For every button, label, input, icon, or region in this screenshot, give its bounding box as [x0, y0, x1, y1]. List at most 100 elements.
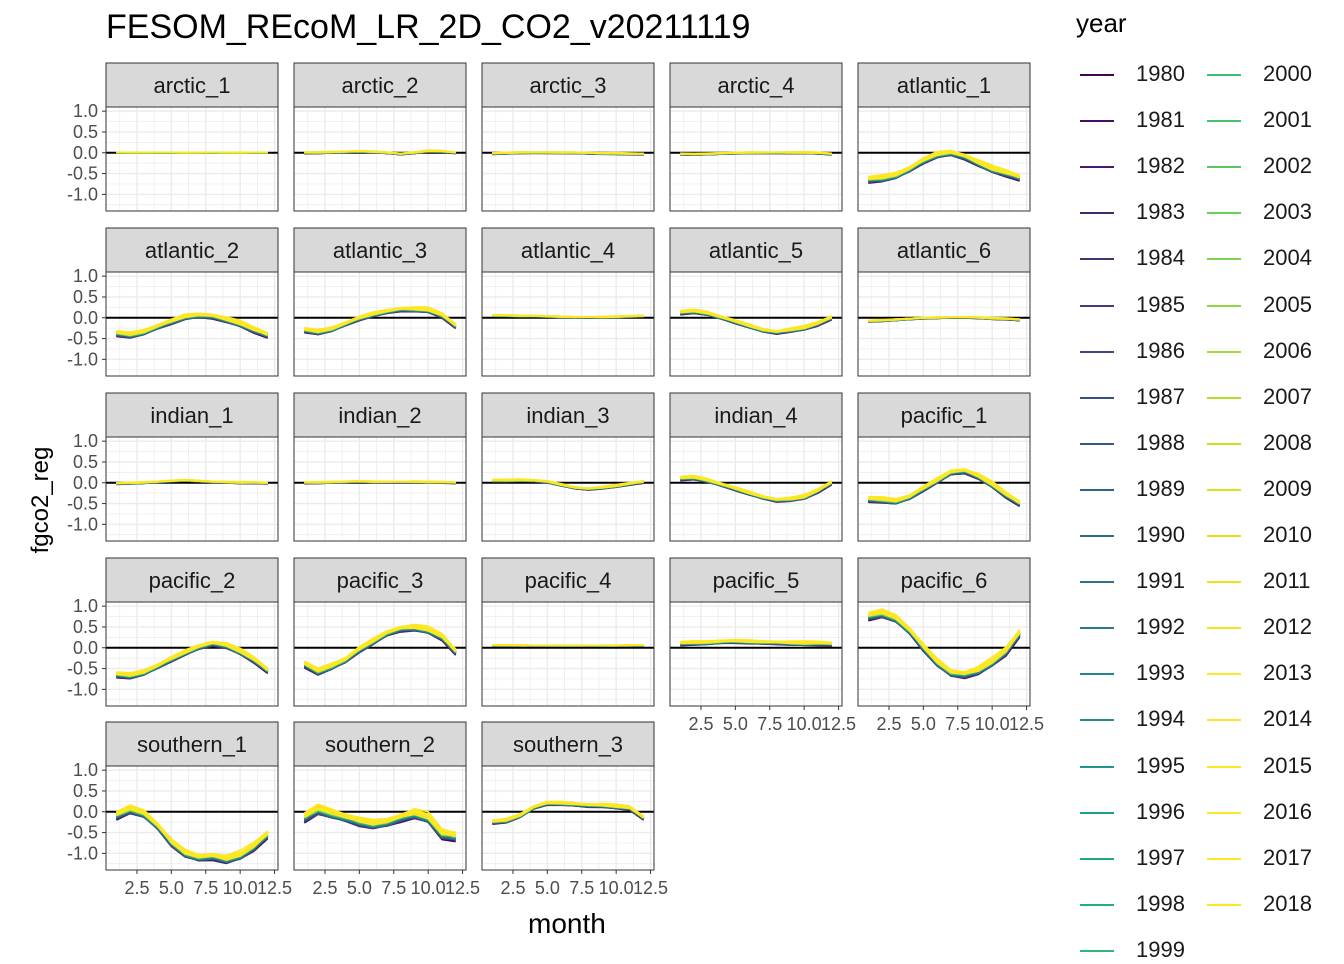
legend-label: 1987 — [1136, 384, 1185, 410]
y-tick-label: 0.5 — [73, 287, 98, 307]
legend-item-2006: 2006 — [1205, 335, 1335, 365]
legend-label: 2010 — [1263, 522, 1312, 548]
facet-panel-pacific_2: pacific_21.00.50.0-0.5-1.0 — [67, 558, 278, 706]
facet-panel-atlantic_5: atlantic_5 — [670, 228, 842, 376]
legend-key-line — [1080, 212, 1114, 214]
legend-label: 1986 — [1136, 338, 1185, 364]
legend-item-2005: 2005 — [1205, 289, 1335, 319]
y-tick-label: -0.5 — [67, 164, 98, 184]
legend-item-2001: 2001 — [1205, 104, 1335, 134]
legend-key-line — [1207, 351, 1241, 353]
legend-item-2002: 2002 — [1205, 150, 1335, 180]
facet-panel-pacific_4: pacific_4 — [482, 558, 654, 706]
legend-key-line — [1080, 950, 1114, 952]
legend-item-1981: 1981 — [1078, 104, 1208, 134]
facet-panel-atlantic_3: atlantic_3 — [294, 228, 466, 376]
x-tick-label: 2.5 — [500, 878, 525, 898]
legend-key-line — [1207, 120, 1241, 122]
y-tick-label: -1.0 — [67, 184, 98, 204]
x-tick-label: 2.5 — [312, 878, 337, 898]
legend-label: 1994 — [1136, 706, 1185, 732]
x-tick-label: 7.5 — [381, 878, 406, 898]
x-tick-label: 7.5 — [193, 878, 218, 898]
facet-strip-label: arctic_4 — [717, 73, 794, 98]
facet-panel-pacific_1: pacific_1 — [858, 393, 1030, 541]
legend-title: year — [1076, 8, 1127, 39]
legend-item-2012: 2012 — [1205, 611, 1335, 641]
x-tick-label: 5.0 — [723, 714, 748, 734]
y-tick-label: 1.0 — [73, 266, 98, 286]
legend-label: 1992 — [1136, 614, 1185, 640]
facet-strip-label: atlantic_1 — [897, 73, 991, 98]
legend-item-1994: 1994 — [1078, 703, 1208, 733]
legend-label: 2013 — [1263, 660, 1312, 686]
legend-key-line — [1080, 858, 1114, 860]
x-tick-label: 2.5 — [124, 878, 149, 898]
facet-strip-label: arctic_3 — [529, 73, 606, 98]
legend-label: 2009 — [1263, 476, 1312, 502]
facet-strip-label: indian_4 — [714, 403, 797, 428]
facet-strip-label: pacific_4 — [525, 568, 612, 593]
legend-label: 2002 — [1263, 153, 1312, 179]
facet-strip-label: atlantic_6 — [897, 238, 991, 263]
legend-key-line — [1207, 397, 1241, 399]
x-tick-label: 5.0 — [535, 878, 560, 898]
facet-strip-label: indian_1 — [150, 403, 233, 428]
legend-item-1983: 1983 — [1078, 196, 1208, 226]
y-tick-label: 1.0 — [73, 596, 98, 616]
panel-background — [858, 107, 1030, 211]
facet-panel-arctic_1: arctic_11.00.50.0-0.5-1.0 — [67, 63, 278, 211]
x-tick-label: 5.0 — [911, 714, 936, 734]
panel-background — [294, 766, 466, 870]
legend-key-line — [1080, 627, 1114, 629]
legend-label: 2012 — [1263, 614, 1312, 640]
y-tick-label: 0.5 — [73, 122, 98, 142]
legend-item-1980: 1980 — [1078, 58, 1208, 88]
legend-key-line — [1080, 120, 1114, 122]
legend-item-2018: 2018 — [1205, 888, 1335, 918]
legend-item-2015: 2015 — [1205, 750, 1335, 780]
facet-strip-label: arctic_1 — [153, 73, 230, 98]
legend-label: 2016 — [1263, 799, 1312, 825]
legend-label: 1997 — [1136, 845, 1185, 871]
legend-key-line — [1080, 305, 1114, 307]
x-tick-label: 5.0 — [159, 878, 184, 898]
legend-item-1986: 1986 — [1078, 335, 1208, 365]
legend-item-2009: 2009 — [1205, 473, 1335, 503]
legend-label: 1990 — [1136, 522, 1185, 548]
x-tick-label: 10.0 — [975, 714, 1010, 734]
panel-background — [294, 602, 466, 706]
legend-key-line — [1207, 305, 1241, 307]
y-tick-label: 0.0 — [73, 802, 98, 822]
legend-item-2011: 2011 — [1205, 565, 1335, 595]
x-tick-label: 12.5 — [633, 878, 668, 898]
legend-item-2003: 2003 — [1205, 196, 1335, 226]
y-tick-label: 1.0 — [73, 760, 98, 780]
panel-background — [670, 107, 842, 211]
legend-item-1990: 1990 — [1078, 519, 1208, 549]
legend-key-line — [1080, 489, 1114, 491]
legend-item-2004: 2004 — [1205, 242, 1335, 272]
legend-label: 2014 — [1263, 706, 1312, 732]
facet-panel-arctic_3: arctic_3 — [482, 63, 654, 211]
x-tick-label: 10.0 — [223, 878, 258, 898]
legend-item-1997: 1997 — [1078, 842, 1208, 872]
facet-panel-arctic_4: arctic_4 — [670, 63, 842, 211]
series-line-2018 — [304, 481, 455, 482]
facet-strip-label: atlantic_2 — [145, 238, 239, 263]
y-tick-label: 0.5 — [73, 452, 98, 472]
legend-item-1998: 1998 — [1078, 888, 1208, 918]
facet-strip-label: arctic_2 — [341, 73, 418, 98]
legend-label: 2004 — [1263, 245, 1312, 271]
legend-label: 1999 — [1136, 937, 1185, 963]
legend-label: 2011 — [1263, 568, 1310, 594]
panel-background — [482, 107, 654, 211]
x-tick-label: 7.5 — [569, 878, 594, 898]
legend-item-1991: 1991 — [1078, 565, 1208, 595]
y-tick-label: 0.0 — [73, 473, 98, 493]
facet-strip-label: atlantic_4 — [521, 238, 615, 263]
